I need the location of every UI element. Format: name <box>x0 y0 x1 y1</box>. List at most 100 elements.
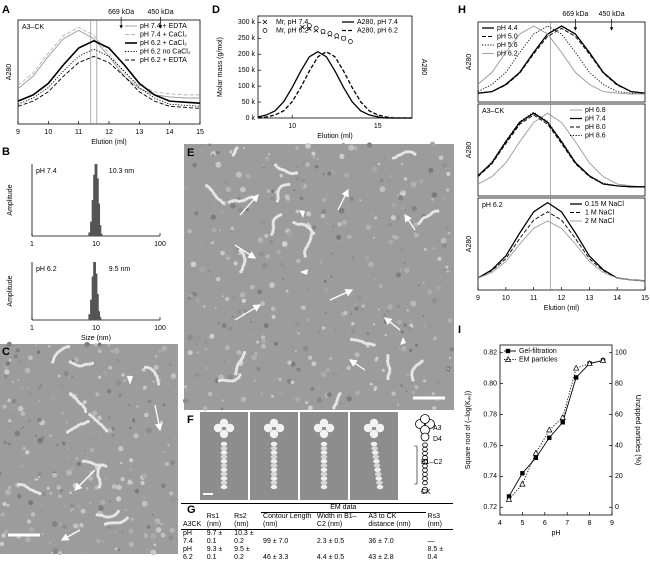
bar <box>88 232 92 236</box>
domain <box>422 467 428 473</box>
texture <box>297 189 303 196</box>
particle <box>155 377 160 381</box>
domain <box>422 450 428 456</box>
point <box>306 23 312 28</box>
panel-letter: C <box>2 346 10 358</box>
texture <box>444 226 450 231</box>
particle <box>94 463 98 467</box>
bar <box>98 317 102 320</box>
blob <box>220 484 228 490</box>
y-axis-label: A280 <box>466 142 473 158</box>
texture <box>66 469 72 476</box>
series-line <box>17 55 201 109</box>
texture <box>29 393 32 395</box>
x-axis-label: Elution (ml) <box>91 139 126 146</box>
texture <box>100 499 106 505</box>
point <box>546 426 553 433</box>
blob <box>220 471 228 477</box>
y2-tick-label: 40 <box>615 442 623 449</box>
texture <box>403 323 407 327</box>
particle <box>272 225 276 229</box>
texture <box>210 214 216 220</box>
texture <box>41 491 47 497</box>
arrow <box>383 317 401 331</box>
texture <box>190 261 197 268</box>
chart: 4 5 6 7 8 9 0.72 0.74 0.76 0.78 0.80 0.82 0 20 40 60 80 1… <box>465 344 641 537</box>
texture <box>351 256 355 259</box>
particle <box>352 338 356 342</box>
arrow <box>404 213 416 231</box>
series-line <box>17 29 200 99</box>
marker-label: 669 kDa <box>562 11 588 18</box>
table-cell: 99 ± 7.0 <box>263 538 289 545</box>
texture <box>400 205 406 210</box>
particle <box>411 378 415 382</box>
arrowhead <box>400 337 406 345</box>
texture <box>161 345 167 352</box>
x-axis-label: pH <box>552 530 561 537</box>
texture <box>295 258 301 264</box>
point <box>505 496 513 502</box>
texture <box>145 547 151 553</box>
texture <box>29 526 34 532</box>
x-tick-label: 14 <box>166 129 174 136</box>
particle <box>81 422 86 426</box>
texture <box>235 171 242 178</box>
particle <box>410 373 414 377</box>
texture <box>115 358 120 363</box>
y-tick-label: 0 k <box>246 115 256 122</box>
schematic-label: D4 <box>433 436 442 443</box>
texture <box>299 196 304 201</box>
particle <box>271 230 275 234</box>
texture <box>400 162 404 166</box>
particle <box>65 430 70 434</box>
texture <box>168 363 172 366</box>
texture <box>76 503 82 509</box>
particle <box>86 460 91 464</box>
point <box>532 449 540 456</box>
texture <box>345 402 352 408</box>
particle <box>303 251 307 256</box>
texture <box>8 358 12 362</box>
x-tick-label: 7 <box>565 520 569 527</box>
texture <box>160 510 163 513</box>
particle <box>225 379 229 383</box>
texture <box>374 216 378 220</box>
texture <box>153 486 156 489</box>
particle <box>222 378 227 382</box>
texture <box>281 241 288 247</box>
texture <box>37 385 42 390</box>
texture <box>134 417 139 422</box>
texture <box>75 456 79 461</box>
texture <box>22 446 27 451</box>
texture <box>230 226 235 231</box>
texture <box>70 466 74 471</box>
texture <box>446 270 449 273</box>
y-axis-label: Amplitude <box>7 184 14 215</box>
texture <box>8 419 12 423</box>
texture <box>249 321 253 324</box>
texture <box>354 306 359 311</box>
texture <box>208 143 212 147</box>
point <box>560 420 565 425</box>
texture <box>106 427 113 434</box>
texture <box>400 404 405 410</box>
particle <box>51 360 55 364</box>
texture <box>25 450 30 455</box>
particle <box>276 189 280 193</box>
texture <box>12 381 14 383</box>
texture <box>415 179 421 185</box>
texture <box>188 152 193 157</box>
texture <box>282 265 286 269</box>
texture <box>84 449 87 452</box>
blob <box>219 418 229 428</box>
arrowhead <box>299 210 305 218</box>
annotation: pH 6.2 <box>36 266 57 273</box>
texture <box>158 350 161 353</box>
texture <box>41 533 44 536</box>
particle <box>236 362 240 366</box>
texture <box>71 509 77 515</box>
texture <box>195 343 198 347</box>
texture <box>223 179 229 184</box>
blob <box>220 446 228 451</box>
